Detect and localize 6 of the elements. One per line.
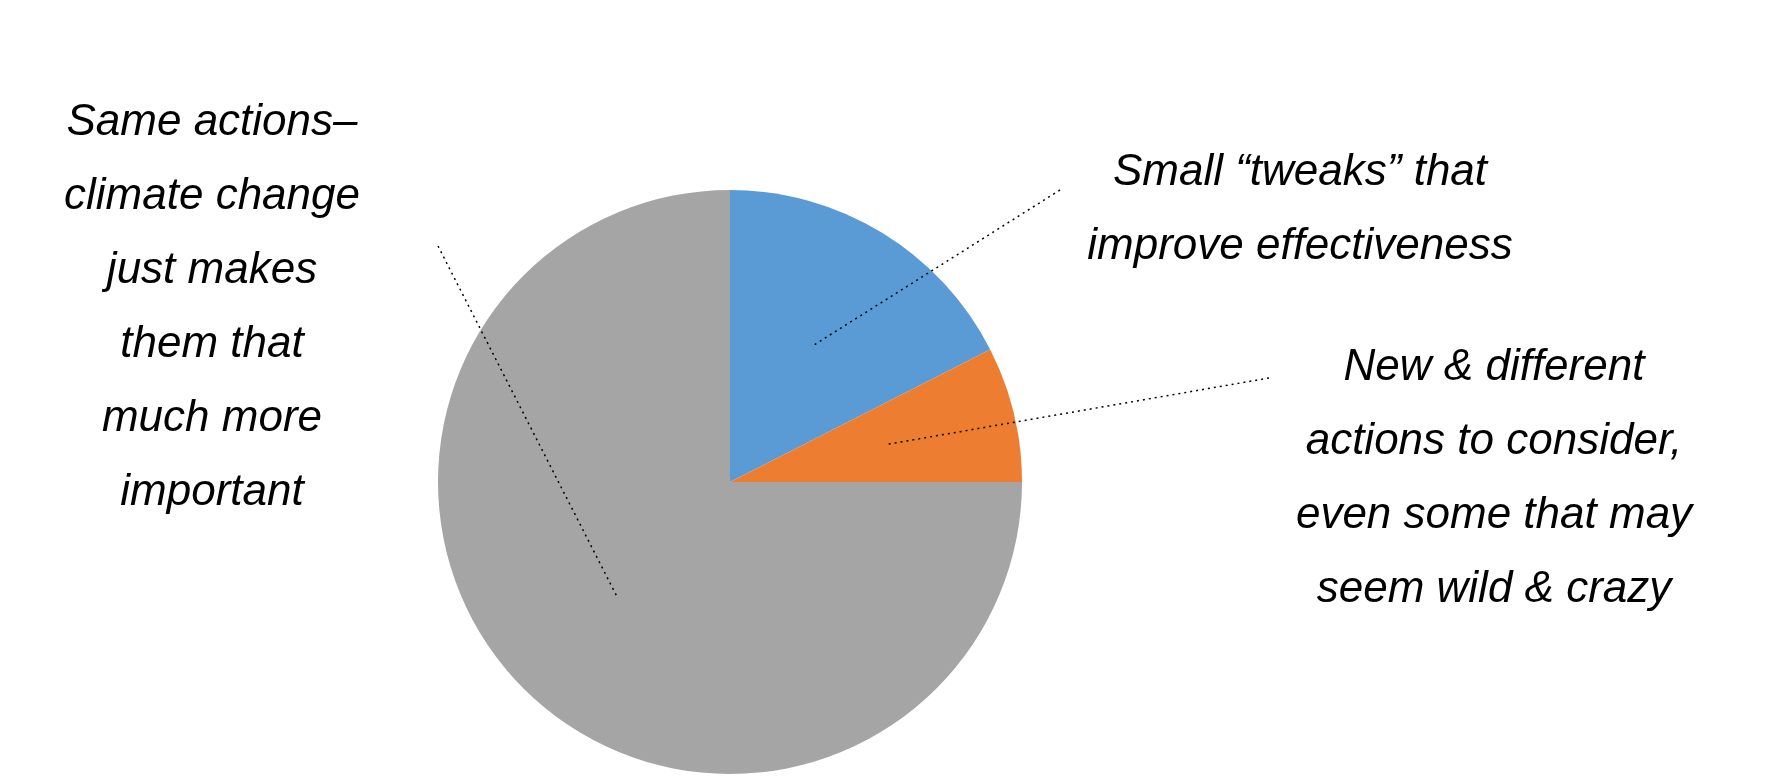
pie-slice — [730, 190, 991, 482]
pie-slice — [438, 190, 1022, 774]
pie-slice — [730, 349, 1022, 482]
slice-label: New & different actions to consider, even some that may seem wild & crazy — [1295, 340, 1696, 611]
slice-label: Same actions– climate change just makes them that much more important — [64, 95, 360, 514]
slice-label: Small “tweaks” that improve effectiveness — [1087, 145, 1513, 268]
